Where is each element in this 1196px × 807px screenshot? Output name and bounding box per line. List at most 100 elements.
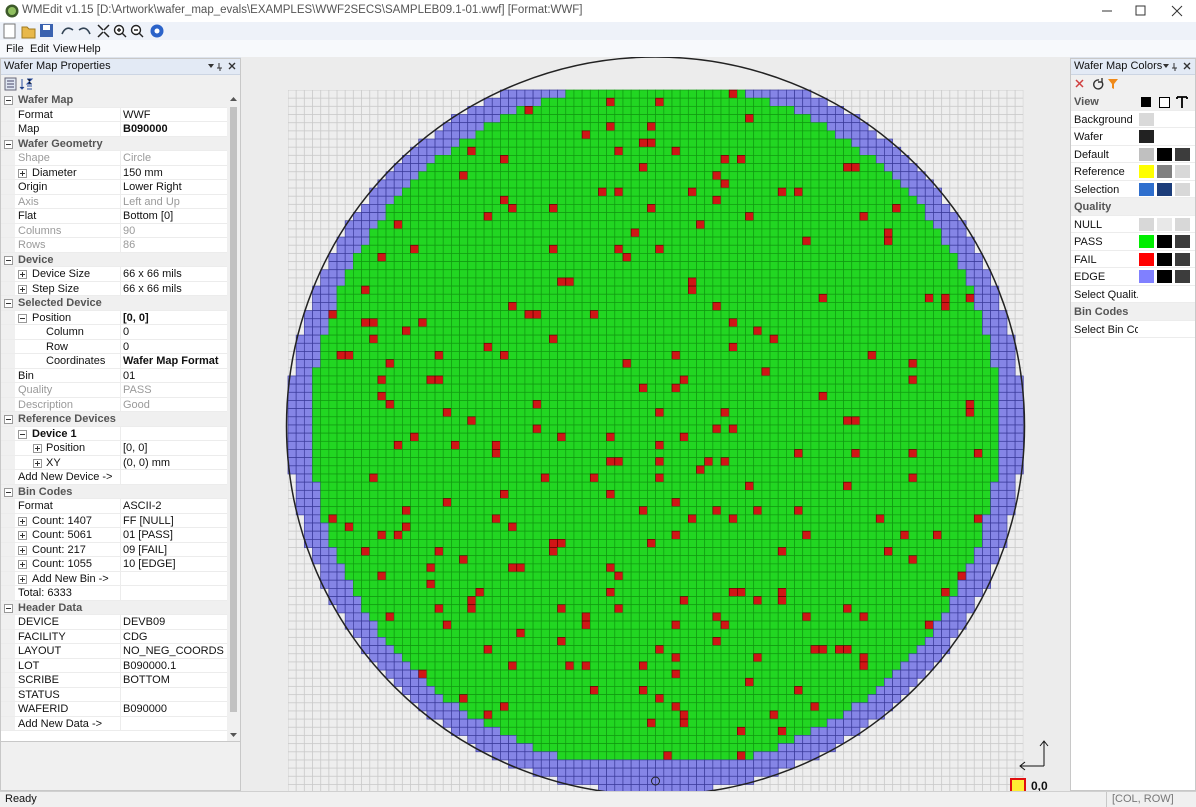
pass-die[interactable] bbox=[663, 424, 673, 434]
fail-die[interactable] bbox=[687, 514, 697, 524]
pass-die[interactable] bbox=[720, 391, 730, 401]
pass-die[interactable] bbox=[957, 530, 967, 540]
pass-die[interactable] bbox=[532, 261, 542, 271]
pass-die[interactable] bbox=[320, 506, 330, 516]
pass-die[interactable] bbox=[532, 163, 542, 173]
pass-die[interactable] bbox=[745, 530, 755, 540]
pass-die[interactable] bbox=[818, 440, 828, 450]
pass-die[interactable] bbox=[426, 522, 436, 532]
pass-die[interactable] bbox=[573, 416, 583, 426]
pass-die[interactable] bbox=[769, 105, 779, 115]
pass-die[interactable] bbox=[557, 449, 567, 459]
pass-die[interactable] bbox=[884, 285, 893, 295]
pass-die[interactable] bbox=[973, 432, 983, 442]
pass-die[interactable] bbox=[965, 375, 975, 385]
pass-die[interactable] bbox=[451, 473, 460, 483]
pass-die[interactable] bbox=[434, 277, 444, 287]
pass-die[interactable] bbox=[826, 383, 836, 393]
pass-die[interactable] bbox=[712, 114, 722, 124]
pass-die[interactable] bbox=[524, 571, 534, 581]
pass-die[interactable] bbox=[704, 530, 714, 540]
pass-die[interactable] bbox=[924, 514, 934, 524]
pass-die[interactable] bbox=[736, 563, 746, 573]
pass-die[interactable] bbox=[924, 318, 934, 328]
pass-die[interactable] bbox=[712, 122, 722, 132]
edge-die[interactable] bbox=[892, 163, 902, 173]
edge-die[interactable] bbox=[295, 449, 305, 459]
pass-die[interactable] bbox=[385, 293, 395, 303]
pass-die[interactable] bbox=[736, 122, 746, 132]
pass-die[interactable] bbox=[769, 236, 779, 246]
alphabetical-button[interactable] bbox=[19, 78, 34, 90]
expander[interactable] bbox=[18, 168, 27, 178]
pass-die[interactable] bbox=[982, 383, 991, 393]
pass-die[interactable] bbox=[818, 555, 828, 565]
pass-die[interactable] bbox=[377, 416, 387, 426]
pass-die[interactable] bbox=[769, 408, 779, 418]
pass-die[interactable] bbox=[638, 318, 648, 328]
pass-die[interactable] bbox=[638, 416, 648, 426]
pass-die[interactable] bbox=[884, 302, 893, 311]
pass-die[interactable] bbox=[777, 457, 787, 467]
pass-die[interactable] bbox=[557, 122, 567, 132]
edge-die[interactable] bbox=[973, 302, 983, 311]
pass-die[interactable] bbox=[663, 514, 673, 524]
edge-die[interactable] bbox=[933, 220, 942, 230]
pass-die[interactable] bbox=[573, 522, 583, 532]
fail-die[interactable] bbox=[761, 367, 771, 377]
pass-die[interactable] bbox=[655, 163, 665, 173]
edge-die[interactable] bbox=[295, 359, 305, 369]
edge-die[interactable] bbox=[508, 89, 518, 99]
pass-die[interactable] bbox=[826, 400, 836, 409]
pass-die[interactable] bbox=[467, 440, 477, 450]
pass-die[interactable] bbox=[606, 571, 616, 581]
pass-die[interactable] bbox=[663, 310, 673, 320]
pass-die[interactable] bbox=[459, 383, 469, 393]
pass-die[interactable] bbox=[818, 204, 828, 213]
edge-die[interactable] bbox=[843, 122, 853, 132]
pass-die[interactable] bbox=[589, 155, 599, 164]
pass-die[interactable] bbox=[410, 318, 420, 328]
pass-die[interactable] bbox=[761, 269, 771, 279]
pass-die[interactable] bbox=[557, 228, 567, 238]
pass-die[interactable] bbox=[508, 375, 518, 385]
pass-die[interactable] bbox=[728, 179, 738, 189]
pass-die[interactable] bbox=[753, 253, 763, 262]
pass-die[interactable] bbox=[957, 506, 967, 516]
pass-die[interactable] bbox=[565, 408, 575, 418]
pass-die[interactable] bbox=[434, 367, 444, 377]
pass-die[interactable] bbox=[377, 383, 387, 393]
pass-die[interactable] bbox=[647, 236, 656, 246]
pass-die[interactable] bbox=[786, 416, 795, 426]
pass-die[interactable] bbox=[843, 375, 853, 385]
pass-die[interactable] bbox=[500, 204, 509, 213]
pass-die[interactable] bbox=[557, 489, 567, 499]
pass-die[interactable] bbox=[802, 465, 812, 475]
fail-die[interactable] bbox=[638, 138, 648, 148]
pass-die[interactable] bbox=[630, 155, 640, 164]
pass-die[interactable] bbox=[549, 195, 558, 205]
pass-die[interactable] bbox=[614, 122, 624, 132]
pass-die[interactable] bbox=[671, 506, 681, 516]
fail-die[interactable] bbox=[720, 457, 730, 467]
pass-die[interactable] bbox=[565, 498, 575, 508]
pass-die[interactable] bbox=[532, 432, 542, 442]
pass-die[interactable] bbox=[353, 318, 362, 328]
edge-die[interactable] bbox=[867, 138, 877, 148]
pass-die[interactable] bbox=[794, 179, 804, 189]
pass-die[interactable] bbox=[532, 171, 542, 181]
property-row[interactable]: Column 0 bbox=[1, 325, 227, 340]
pass-die[interactable] bbox=[549, 277, 558, 287]
pass-die[interactable] bbox=[826, 571, 836, 581]
fail-die[interactable] bbox=[393, 440, 403, 450]
pass-die[interactable] bbox=[459, 261, 469, 271]
pass-die[interactable] bbox=[622, 334, 632, 344]
pass-die[interactable] bbox=[393, 367, 403, 377]
pass-die[interactable] bbox=[540, 334, 550, 344]
pass-die[interactable] bbox=[908, 285, 918, 295]
pass-die[interactable] bbox=[941, 253, 951, 262]
pass-die[interactable] bbox=[312, 465, 322, 475]
pass-die[interactable] bbox=[884, 473, 893, 483]
fail-die[interactable] bbox=[802, 530, 812, 540]
pass-die[interactable] bbox=[965, 383, 975, 393]
